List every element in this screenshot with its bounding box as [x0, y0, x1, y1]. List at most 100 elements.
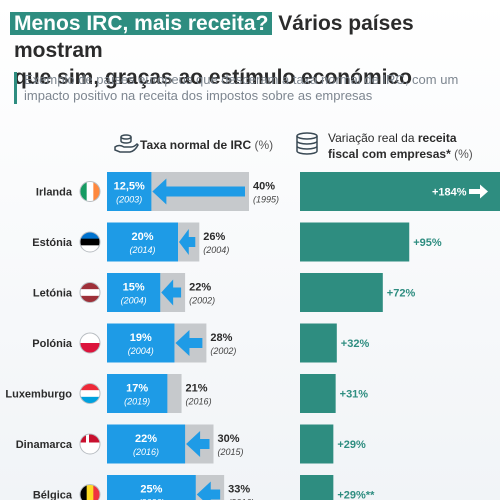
- new-rate-bar: [107, 374, 168, 413]
- change-arrow: [196, 481, 221, 500]
- flag-stripe: [80, 343, 100, 353]
- flag-stripe: [93, 181, 100, 202]
- title-line-1: Menos IRC, mais receita? Vários países m…: [10, 10, 494, 64]
- country-label: Letónia: [33, 288, 73, 300]
- new-rate-year: (2019): [124, 397, 150, 407]
- flag-stripe: [80, 238, 100, 246]
- flag-stripe: [80, 289, 100, 297]
- new-rate-bar: [107, 323, 175, 363]
- hand-coins-icon: [114, 134, 139, 153]
- old-rate-year: (1995): [253, 195, 279, 205]
- new-rate-bar: [107, 424, 186, 464]
- old-rate-label: 21%: [186, 383, 208, 395]
- change-arrow: [161, 279, 182, 306]
- flag-stripe: [80, 282, 100, 290]
- old-rate-year: (2016): [228, 498, 254, 500]
- change-arrow: [152, 178, 245, 205]
- new-rate-year: (2014): [129, 245, 155, 255]
- revenue-bar: [300, 323, 337, 363]
- new-rate-year: (2004): [128, 346, 154, 356]
- change-arrow: [175, 330, 203, 356]
- new-rate-bar: [107, 273, 161, 312]
- coin-stack-icon: [296, 132, 318, 155]
- header: Menos IRC, mais receita? Vários países m…: [10, 10, 494, 91]
- left-column-title: Taxa normal de IRC (%): [140, 138, 273, 152]
- old-rate-label: 22%: [189, 282, 211, 294]
- revenue-label: +72%: [387, 288, 416, 300]
- revenue-label: +31%: [340, 389, 369, 401]
- country-label: Luxemburgo: [5, 389, 72, 401]
- revenue-label: +32%: [341, 338, 370, 350]
- revenue-bar: [300, 172, 500, 211]
- country-label: Polónia: [32, 338, 73, 350]
- left-column-title-text: Taxa normal de IRC: [140, 138, 252, 152]
- right-column-unit: (%): [454, 147, 473, 161]
- new-rate-label: 12,5%: [114, 181, 145, 193]
- title-line-2: que sim, graças ao estímulo económico: [14, 66, 412, 89]
- right-title-plain: Variação real da: [328, 131, 415, 145]
- old-rate-year: (2004): [203, 245, 229, 255]
- flag-outline: [79, 231, 101, 253]
- country-label: Dinamarca: [16, 439, 73, 451]
- right-title-line-2: fiscal com empresas*: [328, 147, 451, 161]
- flag-stripe: [80, 232, 100, 240]
- old-rate-year: (2015): [218, 447, 244, 457]
- revenue-bar: [300, 374, 336, 413]
- old-rate-label: 26%: [203, 231, 225, 243]
- old-rate-label: 28%: [210, 332, 232, 344]
- change-arrow: [179, 229, 196, 255]
- revenue-label: +95%: [413, 237, 442, 249]
- overflow-arrow: [469, 184, 488, 199]
- flag-stripe: [80, 181, 88, 202]
- flag-stripe: [80, 396, 100, 404]
- revenue-bar: [300, 475, 334, 500]
- flag-stripe: [86, 484, 94, 500]
- old-rate-year: (2002): [189, 296, 215, 306]
- flag-stripe: [80, 295, 100, 303]
- flag-outline: [79, 332, 101, 354]
- title-highlight: Menos IRC, mais receita?: [10, 12, 273, 35]
- flag-outline: [79, 433, 101, 455]
- new-rate-year: (2016): [133, 447, 159, 457]
- subtitle-line-2: impacto positivo na receita dos impostos…: [24, 88, 373, 103]
- revenue-label: +29%: [337, 439, 366, 451]
- flag-stripe: [80, 444, 100, 454]
- title-rest-1: Vários países mostram: [14, 12, 414, 62]
- right-column-title-line-2: fiscal com empresas* (%): [328, 146, 473, 162]
- new-rate-year: (2004): [121, 296, 147, 306]
- flag-outline: [79, 484, 101, 500]
- revenue-label: +29%**: [337, 490, 375, 500]
- revenue-bar: [300, 222, 410, 262]
- flag-cross: [80, 442, 100, 446]
- old-rate-year: (2002): [210, 346, 236, 356]
- revenue-bar: [300, 273, 383, 312]
- old-rate-year: (2016): [186, 397, 212, 407]
- right-column-title: Variação real da receita fiscal com empr…: [328, 130, 473, 162]
- new-rate-bar: [107, 172, 152, 211]
- new-rate-label: 17%: [126, 383, 148, 395]
- country-label: Bélgica: [33, 490, 73, 500]
- flag-stripe: [80, 484, 88, 500]
- subtitle-line-1: Exemplo de países europeus que desceram …: [24, 72, 459, 87]
- left-column-unit: (%): [254, 138, 274, 152]
- old-rate-label: 30%: [218, 433, 240, 445]
- new-rate-year: (2020): [138, 498, 164, 500]
- flag-stripe: [86, 181, 94, 202]
- new-rate-label: 19%: [130, 332, 152, 344]
- change-arrow: [186, 431, 210, 457]
- country-label: Estónia: [32, 237, 73, 249]
- new-rate-bar: [107, 222, 178, 262]
- flag-stripe: [80, 383, 100, 391]
- flag-stripe: [80, 390, 100, 398]
- flag-outline: [79, 282, 101, 303]
- subtitle: Exemplo de países europeus que desceram …: [14, 72, 494, 104]
- right-title-bold: receita: [417, 131, 457, 145]
- new-rate-label: 22%: [135, 433, 157, 445]
- old-rate-label: 33%: [228, 484, 250, 496]
- new-rate-bar: [107, 475, 196, 500]
- flag-stripe: [80, 245, 100, 252]
- new-rate-year: (2003): [116, 195, 142, 205]
- new-rate-label: 25%: [140, 484, 162, 496]
- new-rate-label: 15%: [123, 282, 145, 294]
